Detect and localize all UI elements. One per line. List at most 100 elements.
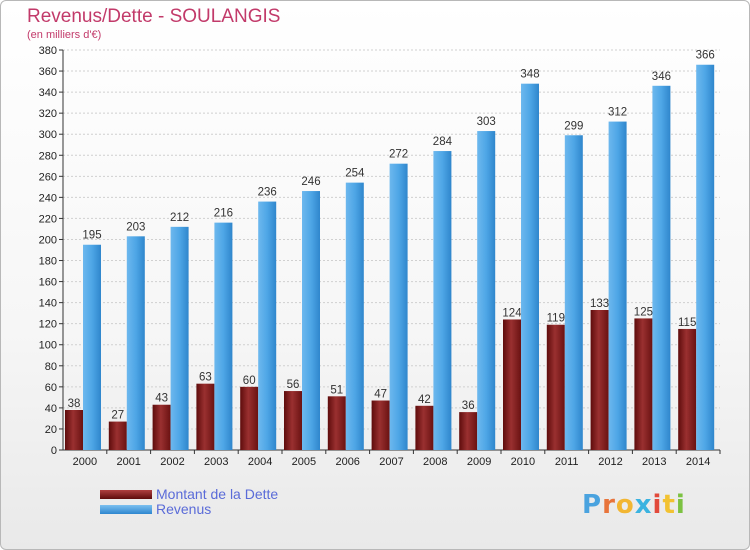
- x-tick-label: 2007: [379, 456, 403, 468]
- bar-revenus: [652, 85, 671, 450]
- x-tick-label: 2014: [686, 456, 710, 468]
- bar-revenus: [214, 222, 233, 450]
- y-tick-label: 180: [39, 256, 57, 268]
- bar-dette: [590, 310, 609, 450]
- data-label-dette: 125: [634, 306, 653, 318]
- data-label-dette: 51: [330, 384, 343, 396]
- data-label-revenus: 272: [389, 149, 408, 161]
- bar-revenus: [696, 64, 715, 450]
- bar-dette: [108, 421, 127, 450]
- bar-revenus: [302, 191, 320, 451]
- bar-dette: [415, 405, 434, 450]
- bar-dette: [546, 324, 565, 450]
- y-tick-label: 340: [39, 87, 57, 99]
- data-label-dette: 119: [547, 313, 565, 325]
- x-tick-label: 2006: [335, 456, 359, 468]
- y-tick-label: 100: [39, 340, 57, 352]
- logo-letter: i: [675, 490, 686, 520]
- data-label-dette: 115: [678, 317, 696, 329]
- x-tick-label: 2012: [598, 456, 622, 468]
- y-tick-label: 160: [39, 277, 57, 289]
- y-tick-label: 140: [39, 298, 57, 310]
- x-tick-label: 2002: [160, 456, 184, 468]
- data-label-revenus: 366: [696, 50, 715, 62]
- bar-revenus: [126, 236, 145, 450]
- legend-label-revenus: Revenus: [156, 501, 212, 517]
- bar-dette: [196, 383, 215, 450]
- legend-item-revenus: Revenus: [100, 501, 212, 517]
- data-label-dette: 36: [462, 400, 475, 412]
- logo-letter: x: [634, 490, 653, 520]
- data-label-revenus: 195: [82, 230, 101, 242]
- data-label-dette: 42: [418, 394, 431, 406]
- y-tick-label: 200: [39, 234, 57, 246]
- logo-letter: i: [652, 490, 663, 520]
- legend-swatch-revenus: [100, 504, 152, 514]
- data-label-dette: 38: [68, 398, 81, 410]
- bar-revenus: [433, 151, 452, 451]
- x-tick-label: 2003: [204, 456, 228, 468]
- bar-revenus: [477, 131, 496, 451]
- bar-revenus: [83, 244, 101, 450]
- y-tick-label: 260: [39, 171, 57, 183]
- data-label-dette: 124: [502, 307, 522, 319]
- y-tick-label: 20: [45, 424, 57, 436]
- x-tick-label: 2011: [555, 456, 579, 468]
- data-label-dette: 133: [590, 298, 609, 310]
- data-label-revenus: 236: [258, 187, 277, 199]
- y-tick-label: 320: [39, 108, 57, 120]
- legend-swatch-dette: [100, 489, 152, 499]
- data-label-revenus: 212: [170, 212, 189, 224]
- data-label-revenus: 312: [608, 107, 627, 119]
- logo-letter: r: [602, 490, 616, 520]
- bar-dette: [503, 319, 521, 450]
- bar-dette: [634, 318, 653, 450]
- data-label-dette: 60: [243, 375, 256, 387]
- proxiti-logo: Proxiti: [582, 490, 686, 520]
- chart-title: Revenus/Dette - SOULANGIS: [27, 6, 281, 27]
- data-label-revenus: 254: [345, 168, 365, 180]
- data-label-revenus: 299: [564, 120, 583, 132]
- bar-revenus: [564, 135, 583, 450]
- chart-subtitle: (en milliers d'€): [27, 29, 102, 41]
- bar-revenus: [389, 163, 408, 450]
- data-label-dette: 63: [199, 372, 212, 384]
- x-tick-label: 2008: [423, 456, 447, 468]
- data-label-dette: 27: [111, 410, 124, 422]
- data-label-dette: 47: [374, 389, 387, 401]
- x-tick-label: 2010: [511, 456, 535, 468]
- logo-letter: o: [615, 490, 635, 520]
- data-label-revenus: 216: [214, 208, 233, 220]
- bar-dette: [65, 410, 83, 450]
- y-tick-label: 280: [39, 150, 57, 162]
- y-tick-label: 40: [45, 403, 57, 415]
- bar-dette: [371, 400, 390, 450]
- x-tick-label: 2001: [116, 456, 140, 468]
- y-tick-label: 240: [39, 192, 57, 204]
- bar-dette: [327, 396, 346, 450]
- legend-item-dette: Montant de la Dette: [100, 486, 279, 502]
- bar-dette: [678, 328, 697, 450]
- data-label-dette: 43: [155, 393, 168, 405]
- bar-dette: [459, 412, 478, 450]
- bar-revenus: [258, 201, 277, 450]
- y-tick-label: 220: [39, 213, 57, 225]
- bar-revenus: [170, 226, 189, 450]
- x-tick-label: 2005: [292, 456, 316, 468]
- bar-dette: [284, 391, 302, 450]
- legend-label-dette: Montant de la Dette: [156, 486, 279, 502]
- logo-letter: t: [662, 490, 676, 520]
- x-tick-label: 2009: [467, 456, 491, 468]
- y-tick-label: 120: [39, 319, 57, 331]
- logo-letter: P: [582, 490, 603, 520]
- x-tick-label: 2000: [73, 456, 97, 468]
- data-label-revenus: 303: [477, 116, 496, 128]
- y-tick-label: 80: [45, 361, 57, 373]
- x-tick-label: 2013: [642, 456, 666, 468]
- data-label-dette: 56: [287, 379, 300, 391]
- bar-dette: [240, 386, 259, 450]
- y-tick-label: 380: [39, 45, 57, 57]
- bar-dette: [152, 404, 171, 450]
- bar-revenus: [608, 121, 627, 450]
- y-tick-label: 0: [51, 445, 57, 457]
